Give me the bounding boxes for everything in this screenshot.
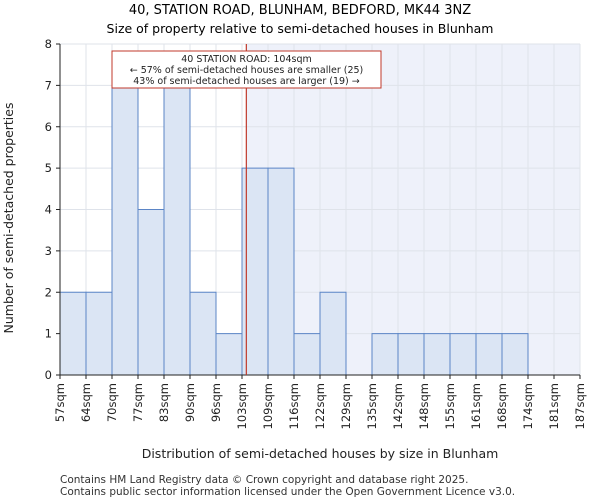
bar [293, 333, 321, 376]
x-tick-label: 109sqm [261, 383, 275, 429]
x-tick-label: 148sqm [417, 383, 431, 429]
bar [397, 333, 425, 376]
bar [137, 209, 165, 376]
annotation-line-1: 40 STATION ROAD: 104sqm [181, 54, 312, 65]
x-tick-label: 70sqm [105, 383, 119, 422]
bar [267, 167, 295, 376]
x-tick-label: 168sqm [495, 383, 509, 429]
y-tick-label: 8 [45, 37, 52, 51]
x-tick-label: 155sqm [443, 383, 457, 429]
x-tick-label: 96sqm [209, 383, 223, 422]
footer-line1: Contains HM Land Registry data © Crown c… [60, 474, 468, 486]
y-tick-label: 5 [45, 161, 52, 175]
annotation-line-3: 43% of semi-detached houses are larger (… [133, 76, 360, 87]
bar [423, 333, 451, 376]
annotation-line-2: ← 57% of semi-detached houses are smalle… [130, 65, 364, 76]
chart-title-line2: Size of property relative to semi-detach… [107, 21, 494, 36]
x-tick-label: 77sqm [131, 383, 145, 422]
x-tick-label: 142sqm [391, 383, 405, 429]
bar [501, 333, 529, 376]
x-tick-label: 174sqm [521, 383, 535, 429]
bar [475, 333, 503, 376]
x-axis-label: Distribution of semi-detached houses by … [142, 446, 499, 461]
x-tick-label: 161sqm [469, 383, 483, 429]
x-tick-label: 57sqm [53, 383, 67, 422]
bar [189, 291, 217, 376]
footer-line2: Contains public sector information licen… [60, 486, 515, 498]
y-tick-label: 0 [45, 368, 52, 382]
x-tick-label: 187sqm [573, 383, 587, 429]
bar [215, 333, 243, 376]
x-tick-label: 90sqm [183, 383, 197, 422]
annotation-box [111, 50, 382, 89]
bar [85, 291, 113, 376]
x-tick-label: 181sqm [547, 383, 561, 429]
bar [163, 84, 191, 376]
y-tick-label: 2 [45, 285, 52, 299]
y-axis-label: Number of semi-detached properties [1, 103, 16, 334]
bar [371, 333, 399, 376]
y-tick-label: 4 [45, 203, 52, 217]
x-tick-label: 129sqm [339, 383, 353, 429]
x-tick-label: 103sqm [235, 383, 249, 429]
bar [319, 291, 347, 376]
x-tick-label: 116sqm [287, 383, 301, 429]
plot-area: 0 1 2 3 4 5 6 7 8 57sqm 64sqm 70sqm 77sqm 83sqm 90sqm 9… [45, 37, 587, 429]
x-tick-label: 64sqm [79, 383, 93, 422]
y-tick-label: 6 [45, 120, 52, 134]
x-tick-label: 135sqm [365, 383, 379, 429]
x-tick-label: 122sqm [313, 383, 327, 429]
y-tick-label: 1 [45, 327, 52, 341]
bar [59, 291, 87, 376]
x-tick-label: 83sqm [157, 383, 171, 422]
bar [111, 84, 139, 376]
y-tick-label: 3 [45, 244, 52, 258]
chart-title-line1: 40, STATION ROAD, BLUNHAM, BEDFORD, MK44… [129, 3, 471, 18]
y-tick-label: 7 [45, 78, 52, 92]
bar [449, 333, 477, 376]
